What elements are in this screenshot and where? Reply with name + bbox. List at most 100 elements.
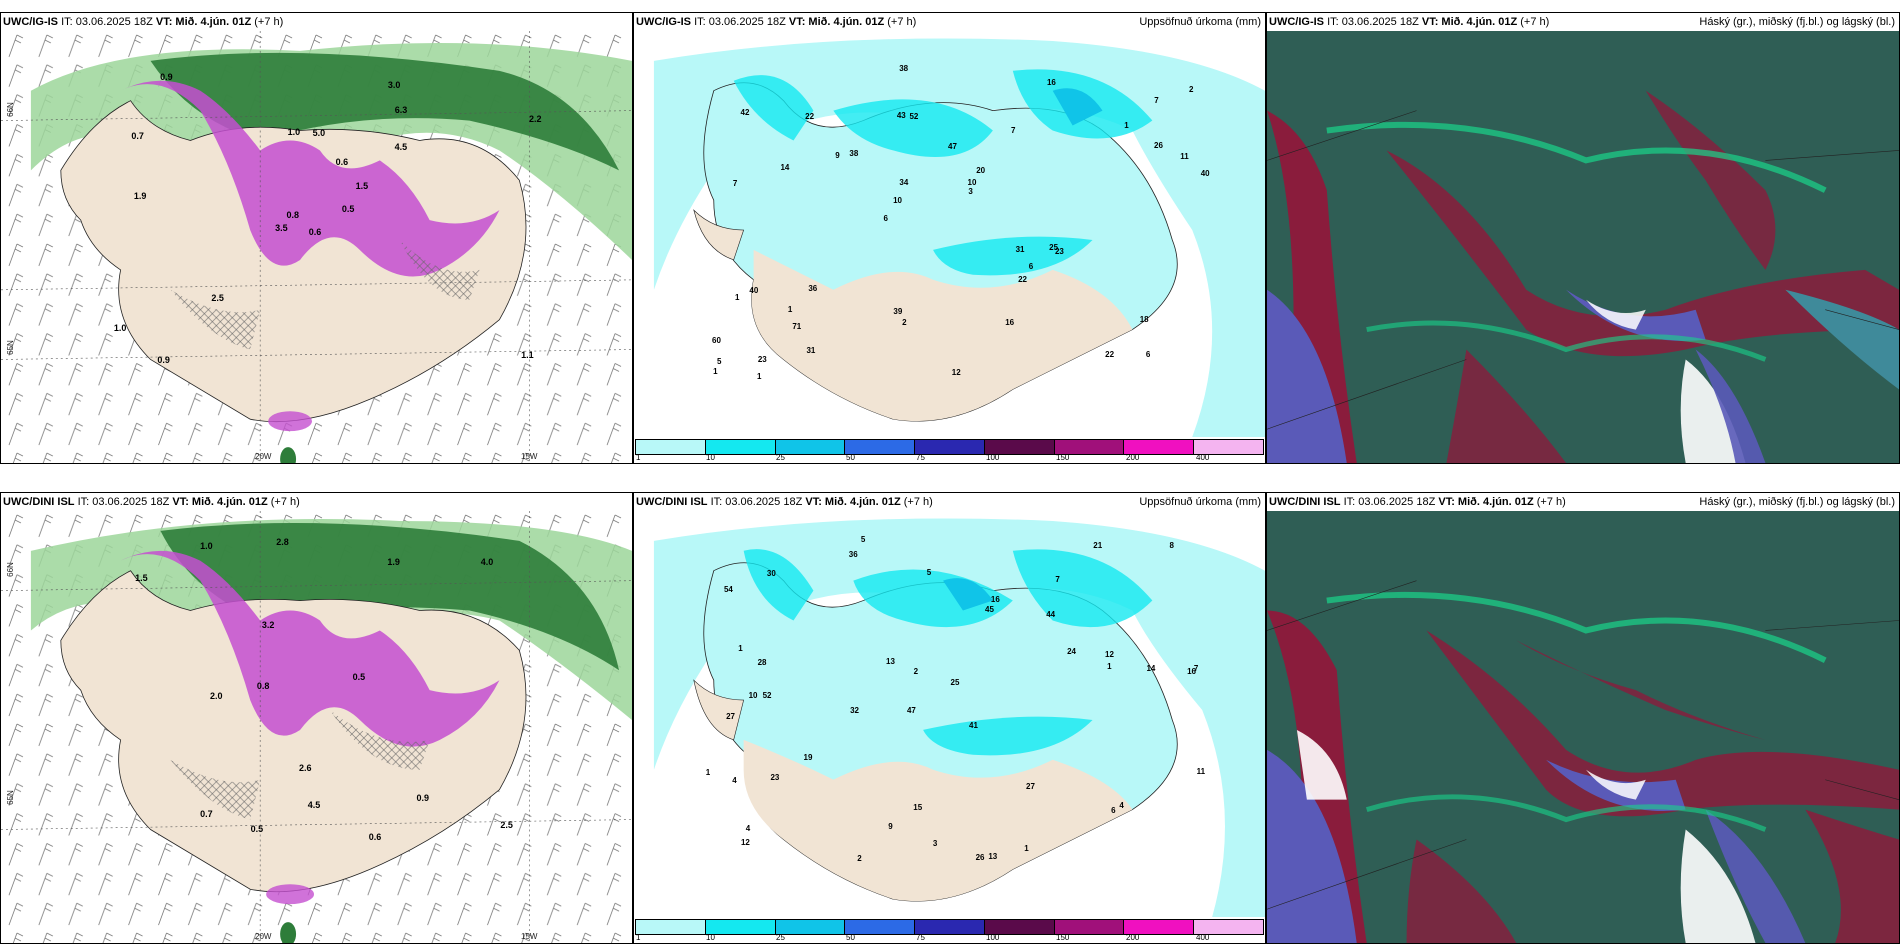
precip-value: 9 (835, 151, 840, 161)
precip-value: 4 (732, 775, 737, 785)
precip-value: 16 (1005, 317, 1015, 327)
valid-time: VT: Mið. 4.jún. 01Z (155, 16, 252, 28)
colorbar-swatch (636, 920, 706, 934)
colorbar-swatch (1194, 920, 1264, 934)
model-name: UWC/DINI ISL (3, 496, 75, 508)
precip-value: 44 (1046, 610, 1056, 620)
precip-value: 22 (1105, 349, 1115, 359)
precip-value: 42 (740, 107, 750, 117)
precip-value: 38 (899, 64, 909, 74)
init-time: IT: 03.06.2025 18Z (710, 496, 803, 508)
precip-value: 52 (909, 111, 919, 121)
cloud-panel-bottom: UWC/DINI ISL IT: 03.06.2025 18Z VT: Mið.… (1266, 492, 1900, 944)
map-value: 2.0 (209, 691, 223, 702)
panel-header: UWC/IG-IS IT: 03.06.2025 18Z VT: Mið. 4.… (634, 13, 1265, 31)
lat-label: 65N (5, 340, 15, 355)
precip-value: 39 (893, 307, 903, 317)
wind-precip-map[interactable]: 0.6 0.7 0.8 1.0 1.5 2.5 3.0 5.0 6.3 0.5 0.9 1.1 1.9 2… (1, 31, 632, 463)
colorbar-labels: 1 10 25 50 75 100 150 200 400 (634, 453, 1265, 463)
precip-value: 40 (1200, 168, 1210, 178)
colorbar-tick: 10 (706, 453, 715, 462)
lead-time: (+7 h) (887, 16, 917, 28)
model-name: UWC/IG-IS (1269, 16, 1324, 28)
panel-header: UWC/DINI ISL IT: 03.06.2025 18Z VT: Mið.… (1267, 493, 1899, 511)
precip-value: 31 (806, 345, 816, 355)
map-value: 1.9 (133, 191, 147, 202)
map-value: 2.2 (529, 114, 542, 125)
colorbar-swatch (915, 440, 985, 454)
precip-value: 1 (705, 768, 711, 778)
map-value: 1.0 (287, 127, 301, 138)
colorbar-tick: 400 (1196, 933, 1210, 942)
init-time: IT: 03.06.2025 18Z (694, 16, 786, 28)
colorbar-tick: 200 (1126, 933, 1140, 942)
map-value: 3.2 (261, 620, 275, 631)
cloud-map[interactable] (1267, 31, 1899, 463)
precip-value: 31 (1015, 245, 1025, 255)
precip-value: 1 (1124, 120, 1129, 130)
cloud-map[interactable] (1267, 511, 1899, 943)
wind-precip-map[interactable]: 0.5 0.6 0.7 0.9 1.0 1.5 2.0 2.5 2.8 3.2 4.0 4.5 0.8 2… (1, 511, 632, 943)
precip-value: 1 (735, 292, 740, 302)
colorbar-tick: 150 (1056, 453, 1070, 462)
precip-value: 6 (1145, 350, 1151, 360)
map-value: 3.5 (275, 223, 288, 234)
map-canvas (1, 31, 632, 463)
precip-value: 13 (886, 657, 895, 667)
precip-value-labels: 6 7 7 6 7 23 43 47 40 38 60 71 52 20 23 42 38 40 31 26 10 39 3… (634, 31, 1265, 437)
panel-header: UWC/IG-IS IT: 03.06.2025 18Z VT: Mið. 4.… (1, 13, 632, 31)
lat-label: 65N (5, 790, 15, 805)
precip-value: 7 (732, 179, 738, 189)
colorbar-swatch (775, 440, 846, 454)
map-value: 1.1 (521, 350, 534, 361)
wind-precip-panel-top: UWC/IG-IS IT: 03.06.2025 18Z VT: Mið. 4.… (0, 12, 633, 464)
map-value: 1.9 (387, 556, 400, 567)
model-name: UWC/IG-IS (3, 16, 58, 28)
precip-value: 41 (969, 720, 978, 730)
lon-label: 15W (521, 932, 538, 941)
precip-value: 26 (1154, 140, 1163, 150)
map-canvas (1267, 31, 1899, 463)
precip-value: 23 (1054, 247, 1064, 257)
precip-panel-bottom: UWC/DINI ISL IT: 03.06.2025 18Z VT: Mið.… (633, 492, 1266, 944)
precip-value-labels: 5 7 16 47 41 52 54 44 27 45 25 12 36 32 26 13 15 21 24 19 28… (634, 511, 1265, 917)
precip-value: 27 (726, 711, 735, 721)
colorbar-swatch (705, 440, 776, 454)
colorbar-swatches (635, 919, 1264, 935)
precip-value: 28 (757, 658, 767, 668)
map-value: 3.0 (387, 80, 401, 91)
colorbar-tick: 1 (636, 453, 641, 462)
precip-value: 4 (1119, 801, 1124, 811)
precip-value: 25 (950, 677, 960, 687)
lon-label: 20W (255, 452, 272, 461)
precip-value: 7 (1011, 126, 1016, 136)
precip-value: 5 (926, 568, 932, 578)
map-value: 0.5 (341, 204, 355, 215)
precip-value: 16 (990, 594, 1000, 604)
precip-value: 26 (975, 853, 985, 863)
map-value: 0.8 (286, 210, 299, 221)
map-value: 2.5 (500, 819, 513, 830)
precip-value: 71 (792, 322, 802, 332)
precip-value: 38 (849, 148, 859, 158)
cloud-panel-top: UWC/IG-IS IT: 03.06.2025 18Z VT: Mið. 4.… (1266, 12, 1900, 464)
precip-colorbar: 1 10 25 50 75 100 150 200 400 (634, 437, 1265, 463)
precip-map[interactable]: 6 7 7 6 7 23 43 47 40 38 60 71 52 20 23 42 38 40 31 26 10 39 3… (634, 31, 1265, 437)
lat-label: 66N (5, 562, 15, 577)
lon-label: 15W (521, 452, 538, 461)
precip-value: 52 (762, 690, 772, 700)
precip-colorbar: 1 10 25 50 75 100 150 200 400 (634, 917, 1265, 943)
precip-value: 43 (896, 110, 906, 120)
model-name: UWC/DINI ISL (636, 496, 708, 508)
field-title: Uppsöfnuð úrkoma (mm) (1139, 16, 1261, 28)
colorbar-swatches (635, 439, 1264, 455)
colorbar-tick: 200 (1126, 453, 1140, 462)
precip-value: 2 (902, 318, 907, 328)
precip-value: 32 (850, 705, 860, 715)
precip-value: 14 (1146, 664, 1156, 674)
valid-time: VT: Mið. 4.jún. 01Z (1421, 16, 1518, 28)
precip-value: 8 (1169, 541, 1174, 551)
precip-value: 3 (932, 839, 938, 848)
colorbar-swatch (1054, 440, 1125, 454)
precip-map[interactable]: 5 7 16 47 41 52 54 44 27 45 25 12 36 32 26 13 15 21 24 19 28… (634, 511, 1265, 917)
